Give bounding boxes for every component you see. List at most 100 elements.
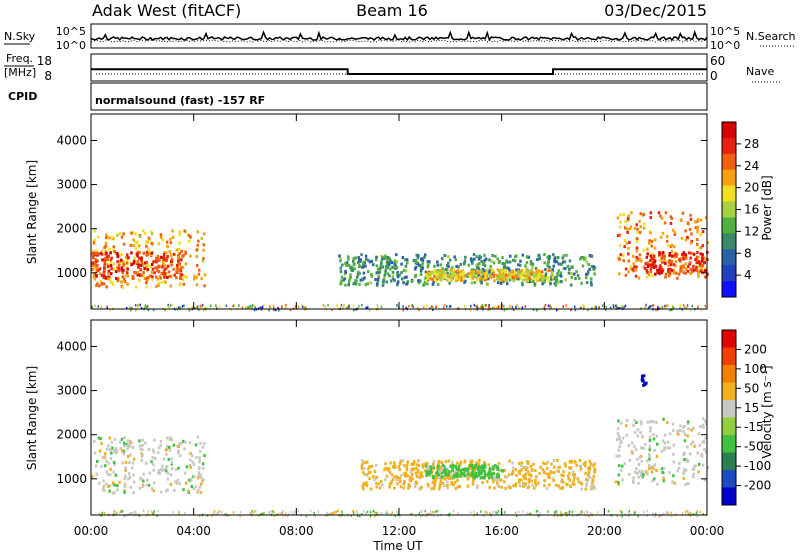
- heatmap-cell: [418, 486, 422, 490]
- heatmap-cell: [566, 512, 568, 515]
- heatmap-cell: [670, 216, 674, 220]
- heatmap-cell: [529, 260, 533, 264]
- cpid-panel: [90, 82, 708, 111]
- heatmap-cell: [620, 421, 623, 425]
- heatmap-cell: [473, 281, 476, 284]
- heatmap-cell: [663, 259, 667, 263]
- heatmap-cell: [371, 263, 375, 267]
- heatmap-cell: [183, 471, 187, 475]
- heatmap-cell: [176, 255, 180, 259]
- heatmap-cell: [149, 274, 152, 278]
- heatmap-cell: [557, 469, 560, 473]
- heatmap-cell: [144, 441, 147, 445]
- heatmap-cell: [362, 509, 365, 513]
- heatmap-cell: [441, 466, 444, 470]
- heatmap-cell: [546, 256, 549, 259]
- heatmap-cell: [494, 478, 497, 481]
- heatmap-cell: [693, 444, 696, 448]
- heatmap-cell: [487, 463, 490, 467]
- heatmap-cell: [699, 425, 702, 429]
- heatmap-cell: [412, 460, 416, 464]
- heatmap-cell: [127, 477, 130, 481]
- heatmap-cell: [202, 256, 205, 260]
- heatmap-cell: [121, 509, 124, 513]
- heatmap-cell: [517, 461, 521, 465]
- heatmap-cell: [702, 417, 705, 421]
- heatmap-cell: [568, 512, 571, 515]
- heatmap-cell: [366, 510, 369, 514]
- heatmap-cell: [643, 222, 646, 226]
- heatmap-cell: [588, 514, 591, 517]
- heatmap-cell: [417, 281, 421, 285]
- heatmap-cell: [526, 270, 530, 274]
- heatmap-cell: [111, 481, 115, 485]
- heatmap-cell: [390, 279, 393, 283]
- heatmap-cell: [356, 273, 360, 277]
- heatmap-cell: [331, 308, 333, 312]
- heatmap-cell: [505, 475, 509, 479]
- heatmap-cell: [479, 472, 482, 476]
- heatmap-cell: [508, 306, 511, 310]
- heatmap-cell: [157, 241, 160, 245]
- heatmap-cell: [178, 230, 182, 234]
- heatmap-cell: [695, 511, 698, 515]
- heatmap-cell: [502, 275, 505, 279]
- heatmap-cell: [449, 304, 452, 308]
- heatmap-cell: [650, 244, 654, 248]
- heatmap-cell: [584, 256, 587, 260]
- heatmap-cell: [531, 279, 535, 283]
- heatmap-cell: [566, 474, 570, 478]
- heatmap-cell: [375, 258, 378, 262]
- heatmap-cell: [104, 244, 108, 248]
- heatmap-cell: [297, 305, 300, 308]
- heatmap-cell: [617, 306, 619, 310]
- heatmap-cell: [672, 429, 675, 432]
- heatmap-cell: [364, 283, 367, 287]
- heatmap-cell: [649, 426, 652, 430]
- heatmap-cell: [432, 305, 434, 309]
- heatmap-cell: [194, 443, 198, 447]
- heatmap-cell: [476, 266, 480, 270]
- heatmap-cell: [454, 480, 457, 484]
- heatmap-cell: [524, 267, 528, 270]
- heatmap-cell: [515, 268, 518, 272]
- heatmap-cell: [421, 266, 424, 270]
- heatmap-cell: [503, 262, 506, 266]
- heatmap-cell: [150, 241, 153, 245]
- heatmap-cell: [689, 213, 692, 217]
- heatmap-cell: [183, 229, 186, 233]
- heatmap-cell: [145, 281, 148, 285]
- heatmap-cell: [436, 283, 440, 286]
- heatmap-cell: [367, 467, 370, 471]
- heatmap-cell: [163, 272, 166, 275]
- heatmap-cell: [343, 304, 345, 307]
- heatmap-cell: [369, 487, 373, 491]
- heatmap-cell: [156, 277, 160, 281]
- heatmap-cell: [548, 254, 551, 258]
- heatmap-cell: [122, 444, 126, 448]
- heatmap-cell: [127, 256, 130, 260]
- heatmap-cell: [565, 253, 568, 257]
- heatmap-cell: [132, 480, 136, 484]
- heatmap-cell: [365, 511, 367, 514]
- heatmap-cell: [376, 304, 379, 307]
- heatmap-cell: [158, 264, 161, 268]
- heatmap-cell: [131, 512, 133, 515]
- heatmap-cell: [362, 487, 365, 491]
- heatmap-cell: [508, 269, 511, 273]
- heatmap-cell: [363, 461, 367, 465]
- freq-unit-label: [MHz]: [4, 66, 36, 79]
- heatmap-cell: [361, 277, 365, 281]
- heatmap-cell: [383, 468, 386, 472]
- heatmap-cell: [465, 274, 468, 277]
- heatmap-cell: [554, 283, 557, 287]
- heatmap-cell: [423, 462, 426, 466]
- heatmap-cell: [352, 304, 355, 308]
- heatmap-cell: [632, 254, 635, 258]
- heatmap-cell: [565, 482, 568, 486]
- heatmap-cell: [635, 240, 639, 244]
- heatmap-cell: [537, 308, 540, 311]
- heatmap-cell: [184, 250, 187, 254]
- heatmap-cell: [543, 479, 546, 483]
